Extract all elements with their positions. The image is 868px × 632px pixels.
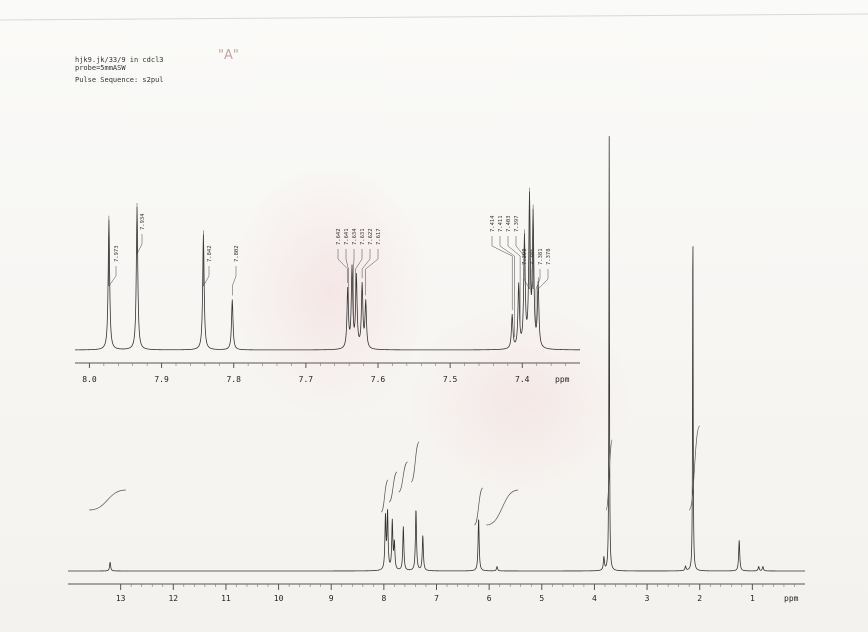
- full-tick-label: 7: [434, 594, 439, 603]
- full-trace: [68, 136, 805, 572]
- full-tick-label: 3: [645, 594, 650, 603]
- peak-label: 7.641: [344, 228, 350, 245]
- peak-leader-line: [345, 249, 349, 306]
- peak-label: 7.403: [506, 215, 512, 232]
- peak-leader-line: [337, 249, 348, 284]
- peak-label: 7.634: [352, 228, 358, 245]
- peak-label: 7.378: [546, 248, 552, 265]
- full-tick-label: 13: [116, 594, 126, 603]
- peak-leader-line: [523, 187, 530, 290]
- full-tick-label: 2: [697, 594, 702, 603]
- expansion-tick-label: 7.5: [443, 375, 458, 384]
- expansion-tick-label: 7.7: [299, 375, 314, 384]
- full-tick-label: 5: [539, 594, 544, 603]
- peak-leader-line: [515, 229, 525, 257]
- handwritten-annotation: "A": [218, 48, 239, 63]
- expansion-tick-label: 8.0: [82, 375, 97, 384]
- expansion-tick-label: 7.4: [515, 375, 530, 384]
- peak-label: 7.617: [376, 228, 382, 245]
- integral-curve: [380, 479, 389, 513]
- peak-label: 7.973: [114, 245, 120, 262]
- peak-leader-line: [507, 236, 521, 323]
- peak-label: 7.642: [336, 228, 342, 245]
- peak-leader-line: [491, 236, 513, 311]
- peak-label: 7.414: [490, 215, 496, 232]
- full-tick-label: 10: [274, 594, 284, 603]
- peak-label: 7.934: [140, 213, 146, 230]
- integral-curve: [388, 471, 398, 503]
- peak-leader-line: [499, 236, 515, 338]
- integral-curve: [605, 439, 613, 511]
- full-tick-label: 8: [381, 594, 386, 603]
- expansion-xlabel: ppm: [555, 375, 570, 384]
- peak-label: 7.622: [368, 228, 374, 245]
- integral-curve: [89, 489, 126, 511]
- integral-curve: [486, 489, 519, 526]
- header-probe-line: probe=5mmASW: [75, 64, 126, 72]
- full-xlabel: ppm: [784, 594, 799, 603]
- integral-curve: [410, 441, 420, 483]
- peak-label: 7.381: [538, 248, 544, 265]
- peak-leader-line: [108, 215, 117, 287]
- peak-label: 7.411: [498, 215, 504, 232]
- expansion-inset: 8.0 7.9 7.8 7.7 7.6 7.5 7.4 7.973 7.934 7.842 7.8…: [74, 187, 580, 384]
- expansion-trace: [74, 191, 580, 351]
- full-tick-label: 4: [592, 594, 597, 603]
- peak-leader-line: [537, 269, 549, 290]
- peak-leader-line: [531, 204, 534, 290]
- peak-label: 7.390: [522, 248, 528, 265]
- integral-curve: [688, 425, 701, 511]
- peak-leader-line: [353, 249, 355, 317]
- peak-leader-line: [136, 203, 143, 255]
- peak-label: 7.397: [514, 215, 520, 232]
- peak-label: 7.842: [207, 245, 213, 262]
- peak-label: 7.631: [360, 228, 366, 245]
- integral-curve: [398, 461, 408, 493]
- header-pulse-line: Pulse Sequence: s2pul: [75, 76, 164, 84]
- expansion-tick-label: 7.6: [371, 375, 386, 384]
- expansion-tick-label: 7.8: [226, 375, 241, 384]
- full-spectrum: 13 12 11 10 9 8 7 6 5 4 3 2 1 ppm: [68, 136, 805, 603]
- peak-leader-line: [203, 230, 210, 287]
- peak-leader-line: [232, 266, 237, 296]
- full-tick-label: 9: [329, 594, 334, 603]
- peak-leader-line: [365, 249, 379, 296]
- header-sample-line: hjk9.jk/33/9 in cdcl3: [75, 56, 164, 64]
- full-tick-label: 11: [221, 594, 231, 603]
- peak-leader-line: [355, 249, 363, 298]
- full-tick-label: 6: [487, 594, 492, 603]
- expansion-tick-label: 7.9: [154, 375, 169, 384]
- full-tick-label: 1: [750, 594, 755, 603]
- integral-curve: [474, 487, 484, 526]
- full-tick-label: 12: [168, 594, 178, 603]
- page-edge-line: [0, 13, 868, 21]
- peak-label: 7.802: [234, 245, 240, 262]
- peak-leader-line: [361, 249, 371, 279]
